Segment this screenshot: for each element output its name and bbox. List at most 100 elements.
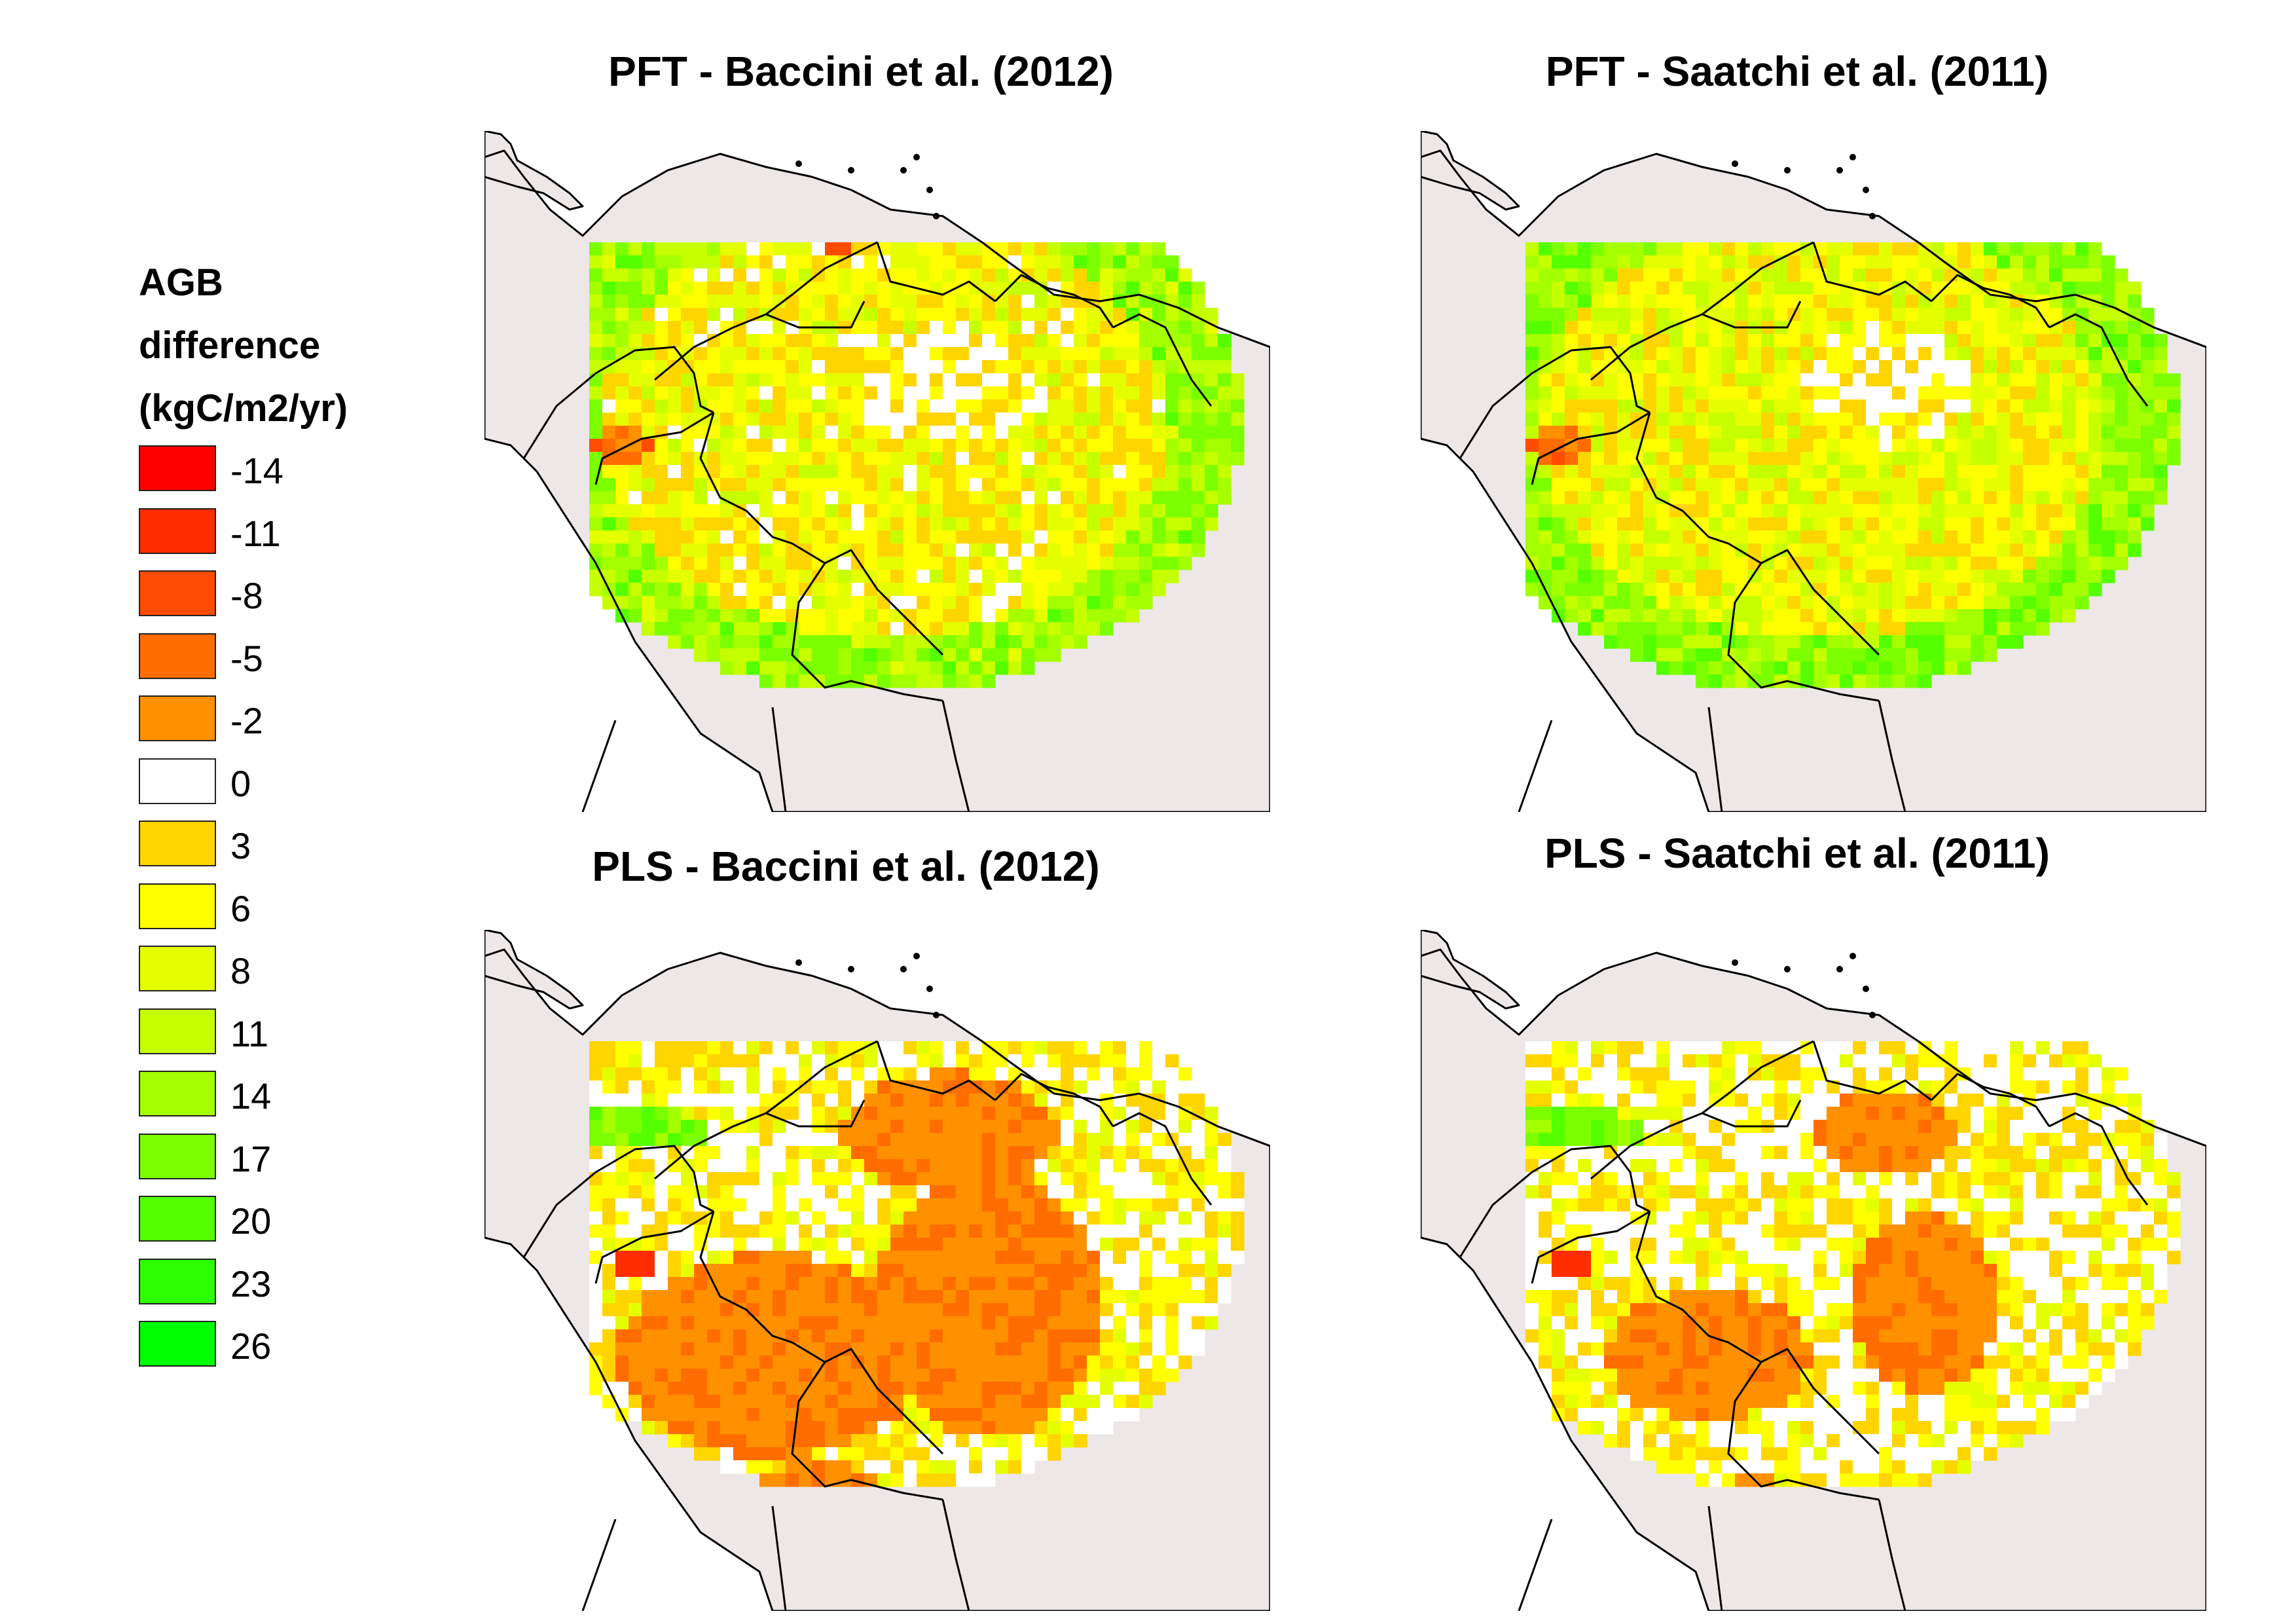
raster-cell [1126, 1080, 1140, 1094]
raster-cell [930, 1159, 943, 1173]
raster-cell [930, 334, 943, 348]
raster-cell [1100, 268, 1114, 282]
raster-cell [930, 1460, 943, 1474]
raster-cell [903, 452, 917, 466]
raster-cell [825, 530, 839, 544]
raster-cell [1787, 504, 1801, 518]
raster-cell [1774, 1054, 1788, 1068]
raster-cell [1034, 570, 1048, 583]
raster-cell [1008, 504, 1022, 518]
raster-cell [1683, 517, 1696, 531]
raster-cell [1061, 321, 1074, 335]
raster-cell [799, 268, 812, 282]
raster-cell [1827, 491, 1840, 505]
raster-cell [720, 1185, 734, 1199]
raster-cell [773, 1146, 786, 1160]
raster-cell [825, 452, 839, 466]
raster-cell [903, 635, 917, 649]
raster-cell [1061, 1238, 1074, 1251]
raster-cell [1034, 1159, 1048, 1173]
raster-cell [1853, 504, 1867, 518]
raster-cell [2036, 1094, 2050, 1107]
raster-cell [838, 386, 852, 400]
raster-cell [1034, 308, 1048, 322]
raster-cell [1813, 373, 1827, 387]
raster-cell [602, 1094, 616, 1107]
raster-cell [720, 1356, 734, 1369]
raster-cell [1643, 295, 1657, 308]
raster-cell [917, 570, 930, 583]
raster-cell [615, 452, 629, 466]
raster-cell [1021, 557, 1035, 570]
raster-cell [2023, 465, 2037, 479]
raster-cell [864, 622, 878, 636]
map-panel-pls-saatchi [1421, 930, 2206, 1611]
raster-cell [917, 1447, 930, 1461]
raster-cell [681, 1369, 695, 1382]
raster-cell [2036, 347, 2050, 361]
raster-cell [930, 478, 943, 492]
raster-cell [1748, 360, 1762, 374]
raster-cell [707, 1198, 721, 1212]
raster-cell [668, 386, 682, 400]
raster-cell [1192, 321, 1205, 335]
raster-cell [1656, 268, 1670, 282]
raster-cell [1152, 1107, 1166, 1120]
raster-cell [1748, 439, 1762, 452]
raster-cell [864, 268, 878, 282]
raster-cell [1617, 268, 1631, 282]
raster-cell [1761, 426, 1775, 439]
raster-cell [1800, 1067, 1814, 1081]
raster-cell [1539, 517, 1552, 531]
raster-cell [2141, 1107, 2155, 1120]
raster-cell [759, 373, 773, 387]
raster-cell [812, 544, 826, 557]
raster-cell [1565, 268, 1578, 282]
raster-cell [694, 465, 708, 479]
country-border [1073, 293, 1114, 328]
raster-cell [1800, 1054, 1814, 1068]
raster-cell [982, 1120, 996, 1134]
raster-cell [917, 1382, 930, 1395]
raster-cell [1565, 1041, 1578, 1055]
raster-cell [2010, 530, 2024, 544]
raster-cell [1958, 491, 1971, 505]
raster-cell [1126, 1211, 1140, 1225]
raster-cell [1578, 452, 1592, 466]
raster-cell [1165, 465, 1179, 479]
raster-cell [851, 1146, 865, 1160]
raster-cell [1552, 491, 1565, 505]
raster-cell [1591, 1067, 1605, 1081]
raster-cell [681, 255, 695, 269]
raster-cell [2023, 295, 2037, 308]
raster-cell [2115, 334, 2128, 348]
raster-cell [1630, 504, 1644, 518]
raster-cell [1113, 1185, 1127, 1199]
raster-cell [877, 1303, 891, 1317]
raster-cell [2010, 517, 2024, 531]
raster-cell [1787, 465, 1801, 479]
raster-cell [1787, 255, 1801, 269]
raster-cell [1552, 1107, 1565, 1120]
raster-cell [1578, 465, 1592, 479]
raster-cell [1840, 622, 1853, 636]
raster-cell [1087, 282, 1101, 295]
raster-cell [943, 1277, 957, 1291]
raster-cell [1656, 1041, 1670, 1055]
raster-cell [615, 1290, 629, 1304]
raster-cell [943, 295, 957, 308]
raster-cell [1971, 282, 1984, 295]
raster-cell [1048, 1225, 1061, 1238]
raster-cell [733, 635, 747, 649]
raster-cell [1152, 557, 1166, 570]
raster-cell [1192, 386, 1205, 400]
raster-cell [969, 1185, 983, 1199]
raster-cell [1748, 347, 1762, 361]
raster-cell [1152, 1369, 1166, 1382]
raster-cell [1944, 557, 1958, 570]
raster-cell [1722, 557, 1736, 570]
raster-cell [1774, 648, 1788, 662]
raster-cell [2128, 439, 2141, 452]
raster-cell [1696, 426, 1709, 439]
raster-cell [917, 295, 930, 308]
